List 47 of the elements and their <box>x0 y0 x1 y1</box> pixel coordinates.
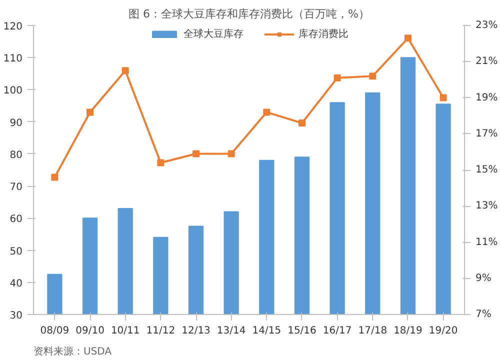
y-tick-label: 100 <box>3 86 23 97</box>
x-tick-label: 08/09 <box>40 326 70 336</box>
point <box>122 67 129 74</box>
x-tick-label: 17/18 <box>358 326 388 336</box>
y2-tick-label: 19% <box>476 92 498 104</box>
point <box>263 108 270 116</box>
x-tick-label: 10/11 <box>110 326 140 336</box>
text: 资料来源：USDA <box>34 346 112 358</box>
y-tick-label: 50 <box>10 246 23 258</box>
legend-label: 全球大豆库存 <box>184 28 244 41</box>
y2-tick-label: 21% <box>476 56 498 68</box>
x-tick-label: 12/13 <box>182 326 210 336</box>
y2-tick-label: 15% <box>476 164 498 176</box>
legend-label: 库存消费比 <box>298 28 348 41</box>
y2-tick-label: 9% <box>476 272 492 284</box>
y-tick-label: 70 <box>10 182 23 194</box>
y2-tick-label: 17% <box>476 128 498 140</box>
x-tick-label: 13/14 <box>216 326 246 336</box>
point <box>192 150 200 158</box>
point <box>369 72 376 80</box>
point <box>51 174 58 181</box>
point <box>157 159 164 166</box>
point <box>228 150 235 158</box>
y2-tick-label: 13% <box>476 200 498 212</box>
point <box>86 108 94 116</box>
y-tick-label: 110 <box>3 54 23 65</box>
y-tick-label: 120 <box>3 22 23 32</box>
y2-tick-label: 11% <box>476 236 498 248</box>
y-tick-label: 40 <box>10 278 23 290</box>
x-tick-label: 09/10 <box>76 326 104 336</box>
chart-title: 图 6：全球大豆库存和库存消费比（百万吨，%） <box>128 8 370 20</box>
y-tick-label: 60 <box>10 214 23 226</box>
point <box>404 34 412 42</box>
x-tick-label: 15/16 <box>288 326 316 336</box>
x-tick-label: 11/12 <box>146 326 176 336</box>
x-tick-label: 16/17 <box>322 326 352 336</box>
x-tick-label: 19/20 <box>428 326 458 336</box>
y2-tick-label: 23% <box>476 20 498 31</box>
point <box>298 120 306 127</box>
x-tick-label: 14/15 <box>252 326 282 336</box>
x-tick-label: 18/19 <box>394 326 422 336</box>
y-tick-label: 90 <box>10 118 23 129</box>
y-tick-label: 30 <box>10 310 23 322</box>
point <box>440 94 447 102</box>
y2-tick-label: 7% <box>476 309 492 320</box>
point <box>334 74 341 82</box>
y-tick-label: 80 <box>10 150 23 161</box>
